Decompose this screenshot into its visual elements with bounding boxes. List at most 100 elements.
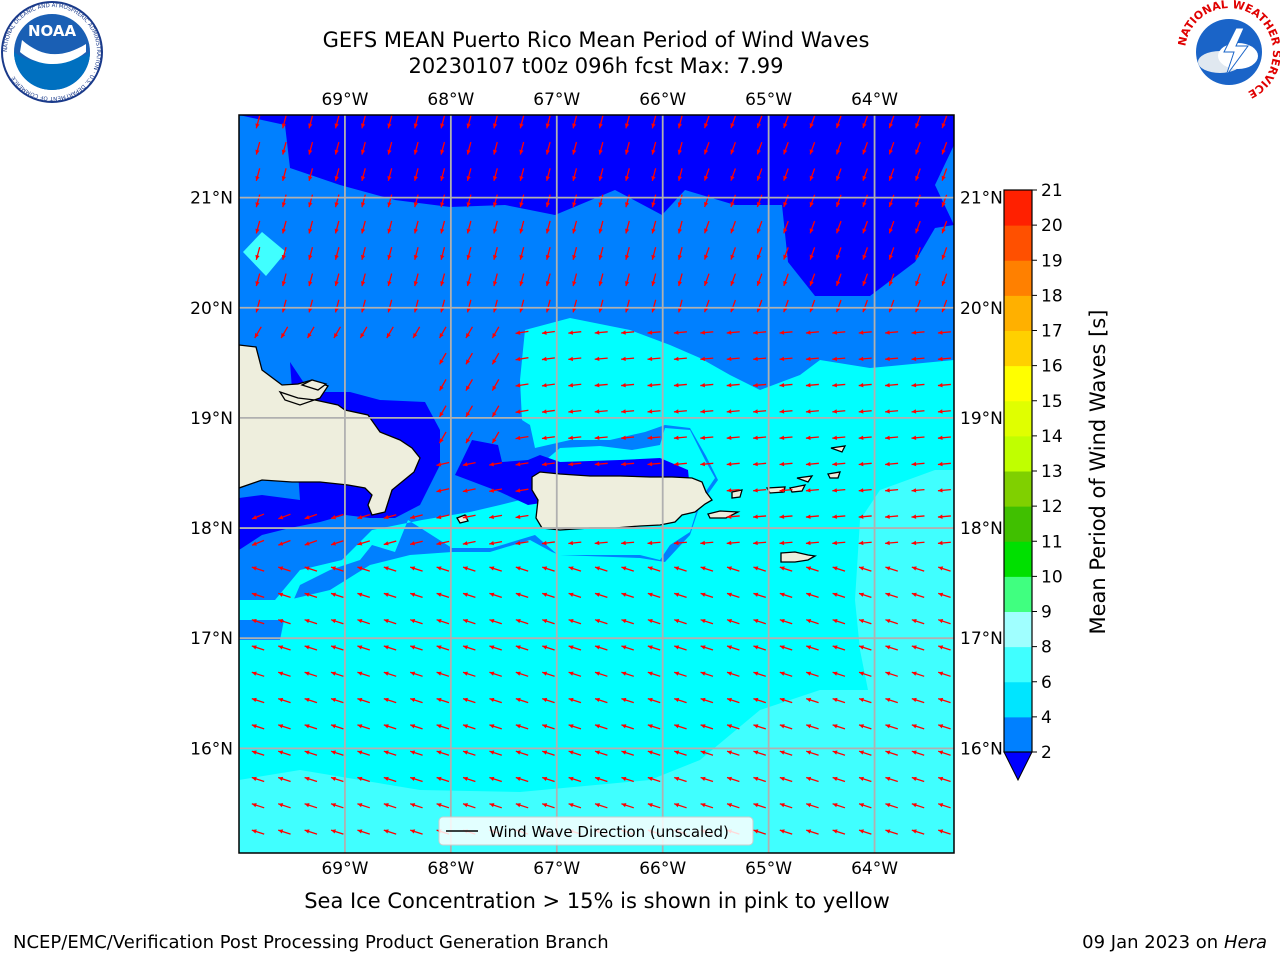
chart-title: GEFS MEAN Puerto Rico Mean Period of Win… — [322, 28, 870, 52]
wave-direction-arrowhead — [677, 281, 682, 287]
wave-direction-arrowhead — [937, 540, 943, 546]
wave-direction-arrowhead — [806, 619, 812, 624]
wave-direction-arrowhead — [568, 645, 574, 650]
wave-direction-arrowhead — [251, 515, 257, 520]
wave-direction-arrowhead — [278, 592, 284, 597]
land-tortuga — [300, 379, 328, 391]
wave-direction-arrowhead — [545, 228, 550, 234]
wave-direction-arrowhead — [915, 280, 920, 286]
wave-direction-arrowhead — [779, 514, 785, 519]
wave-direction-arrowhead — [489, 671, 495, 676]
wave-direction-arrowhead — [463, 645, 468, 650]
wave-direction-arrowhead — [809, 280, 814, 286]
wave-direction-arrowhead — [885, 566, 891, 571]
wave-direction-arrowhead — [779, 566, 785, 571]
wave-direction-arrowhead — [568, 592, 574, 597]
wave-direction-arrowhead — [278, 803, 284, 808]
lon-tick-label: 68°W — [427, 90, 474, 110]
colorbar-tick-label: 6 — [1041, 673, 1052, 693]
wave-direction-arrowhead — [278, 829, 284, 834]
wave-direction-arrowhead — [937, 461, 943, 467]
wave-direction-arrowhead — [462, 462, 468, 467]
wave-direction-arrowhead — [357, 697, 363, 703]
wave-direction-arrowhead — [278, 566, 284, 571]
wave-direction-arrowhead — [334, 202, 339, 208]
wave-direction-arrowhead — [730, 202, 735, 208]
wave-direction-arrowhead — [304, 776, 310, 781]
wave-direction-arrowhead — [331, 592, 336, 597]
colorbar-tick-label: 18 — [1041, 286, 1063, 306]
wave-direction-arrowhead — [542, 697, 548, 703]
wave-direction-arrowhead — [383, 750, 389, 755]
wave-direction-arrowhead — [727, 803, 732, 808]
wave-direction-arrowhead — [515, 435, 521, 441]
wave-direction-arrowhead — [859, 829, 864, 834]
wave-direction-arrowhead — [859, 671, 864, 676]
wave-direction-arrowhead — [885, 829, 891, 834]
wave-direction-arrowhead — [542, 724, 548, 729]
wave-direction-arrowhead — [938, 592, 944, 597]
wave-direction-arrowhead — [489, 619, 495, 624]
wave-direction-arrowhead — [492, 149, 498, 155]
wave-direction-arrowhead — [572, 228, 577, 234]
colorbar-tick-label: 16 — [1041, 357, 1063, 377]
wave-direction-arrowhead — [410, 592, 416, 597]
wave-direction-arrowhead — [492, 228, 498, 234]
wave-direction-arrowhead — [885, 750, 891, 755]
wave-direction-arrowhead — [251, 671, 257, 676]
wave-direction-arrowhead — [383, 776, 389, 781]
wave-direction-arrowhead — [465, 411, 471, 417]
wave-direction-arrowhead — [885, 776, 891, 781]
wave-direction-arrowhead — [885, 330, 890, 335]
wave-direction-arrowhead — [331, 697, 336, 703]
wave-direction-arrowhead — [700, 619, 706, 624]
wave-direction-arrowhead — [805, 488, 811, 493]
wave-direction-arrowhead — [836, 254, 841, 260]
wave-direction-arrowhead — [756, 149, 761, 155]
wave-direction-arrowhead — [938, 829, 944, 834]
wave-direction-arrowhead — [727, 592, 732, 597]
wave-direction-arrowhead — [410, 803, 416, 808]
wave-direction-arrowhead — [727, 724, 732, 729]
wave-direction-arrowhead — [859, 750, 864, 755]
wave-direction-arrowhead — [677, 202, 682, 208]
wave-direction-arrowhead — [726, 488, 732, 493]
wave-direction-arrowhead — [304, 592, 310, 597]
wave-direction-arrowhead — [700, 645, 706, 650]
wave-direction-arrowhead — [832, 488, 837, 493]
wave-direction-arrowhead — [677, 307, 682, 313]
wave-direction-arrowhead — [941, 228, 946, 234]
wave-direction-arrowhead — [805, 330, 811, 335]
colorbar: 2 4 6 8 9 10 11 12 13 14 15 16 17 18 19 20 21 — [1003, 181, 1063, 782]
wave-direction-arrowhead — [832, 829, 838, 834]
wave-direction-arrowhead — [783, 123, 788, 129]
wave-direction-arrowhead — [542, 750, 548, 755]
wave-direction-arrowhead — [465, 359, 471, 365]
wave-direction-arrowhead — [278, 697, 284, 703]
wave-direction-arrowhead — [281, 228, 286, 234]
wave-direction-arrowhead — [783, 175, 788, 181]
wave-direction-arrowhead — [308, 202, 313, 208]
wave-direction-arrowhead — [515, 803, 521, 808]
wave-direction-arrowhead — [647, 330, 653, 335]
wave-direction-arrowhead — [753, 776, 759, 781]
wave-direction-arrowhead — [727, 619, 732, 624]
lon-tick-label: 69°W — [321, 90, 368, 110]
wave-direction-arrowhead — [941, 149, 946, 155]
wave-direction-arrowhead — [360, 228, 366, 234]
wave-direction-arrowhead — [436, 750, 442, 755]
wave-direction-arrowhead — [674, 645, 680, 650]
wave-direction-arrowhead — [357, 724, 363, 729]
map-frame — [238, 114, 955, 854]
wave-direction-arrowhead — [568, 540, 574, 546]
wave-direction-arrowhead — [278, 776, 284, 781]
wave-direction-arrowhead — [726, 409, 732, 414]
wave-direction-arrowhead — [726, 540, 732, 546]
wave-direction-arrowhead — [357, 541, 363, 546]
wave-direction-arrowhead — [308, 254, 313, 260]
wave-direction-arrowhead — [832, 803, 838, 808]
wave-direction-arrowhead — [308, 228, 313, 234]
wave-direction-arrowhead — [677, 123, 682, 129]
wave-direction-arrowhead — [463, 750, 468, 755]
